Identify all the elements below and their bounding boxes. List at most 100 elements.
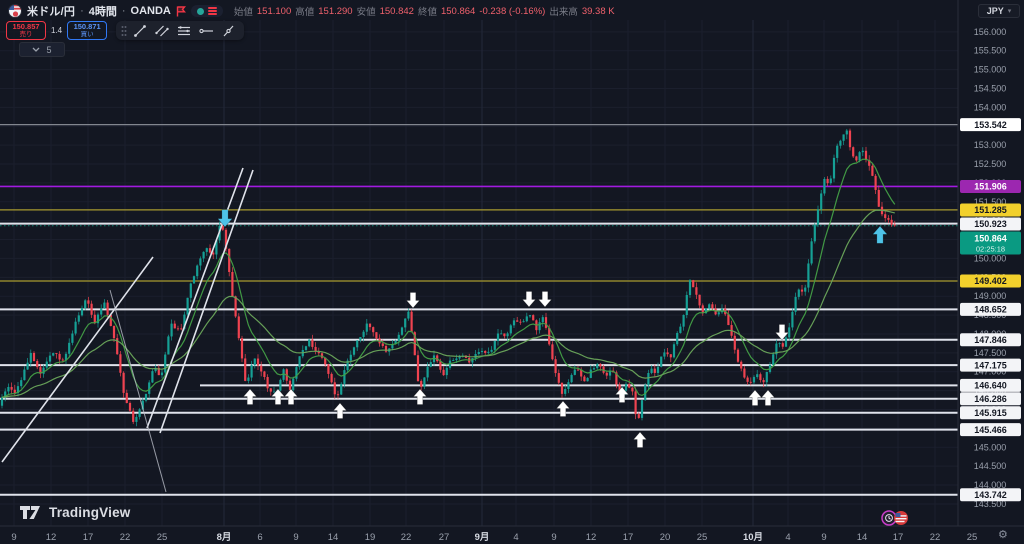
white-arrow-down[interactable] [537,291,553,308]
horizontal-level-lines[interactable] [0,124,958,496]
indicator-count: 5 [46,44,52,55]
white-arrow-down[interactable] [774,324,790,341]
timeframe-selector[interactable]: 4時間 [88,6,117,18]
trade-panel: 150.857 売り 1.4 150.871 買い [6,21,245,40]
drag-handle-icon[interactable] [120,24,128,38]
svg-text:148.652: 148.652 [974,305,1007,315]
svg-text:17: 17 [623,532,634,543]
svg-text:4: 4 [513,532,518,543]
white-arrow-down[interactable] [521,291,537,308]
indicators-collapse-chip[interactable]: 5 [19,42,65,57]
sell-button[interactable]: 150.857 売り [6,21,46,40]
svg-text:147.000: 147.000 [974,367,1007,377]
timezone-settings-gear-icon[interactable]: ⚙ [998,529,1008,541]
cyan-arrow-down[interactable] [217,209,233,228]
svg-text:20: 20 [660,532,671,543]
level-label-151.285[interactable]: 151.285 [960,203,1021,217]
economic-event-badges[interactable] [880,509,914,527]
svg-text:25: 25 [157,532,168,543]
svg-text:145.915: 145.915 [974,408,1007,418]
cross-line-tool-icon[interactable] [218,22,238,39]
symbol-pair-icon[interactable] [8,4,22,18]
flag-icon[interactable] [176,5,186,17]
svg-text:22: 22 [120,532,131,543]
svg-text:17: 17 [893,532,904,543]
svg-text:152.500: 152.500 [974,159,1007,169]
white-arrow-up[interactable] [412,388,428,405]
svg-text:9: 9 [551,532,556,543]
svg-text:155.000: 155.000 [974,65,1007,75]
svg-text:147.500: 147.500 [974,348,1007,358]
trend-line-3[interactable] [109,289,167,493]
tradingview-watermark[interactable]: TradingView [20,505,130,520]
horizontal-lines-tool-icon[interactable] [174,22,194,39]
white-arrow-up[interactable] [614,386,630,403]
chevron-down-icon [33,47,40,52]
tradingview-logo-icon [20,506,40,519]
level-label-145.466[interactable]: 145.466 [960,423,1021,437]
symbol-name[interactable]: 米ドル/円 [27,6,76,18]
level-label-147.175[interactable]: 147.175 [960,358,1021,372]
trend-line-2[interactable] [159,169,254,434]
level-label-149.402[interactable]: 149.402 [960,274,1021,288]
level-label-148.652[interactable]: 148.652 [960,302,1021,316]
level-label-147.846[interactable]: 147.846 [960,333,1021,347]
symbol-header: 米ドル/円 · 4時間 · OANDA 始値 151.100 高値 151.29… [8,3,615,19]
broker-dot-icon [196,7,204,15]
svg-text:02:25:18: 02:25:18 [976,245,1005,254]
svg-text:143.742: 143.742 [974,490,1007,500]
price-axis[interactable] [958,0,1024,544]
candles [0,128,896,427]
level-label-150.923[interactable]: 150.923 [960,217,1021,231]
arrow-markers[interactable] [217,209,888,448]
level-label-146.640[interactable]: 146.640 [960,378,1021,392]
svg-text:151.500: 151.500 [974,197,1007,207]
svg-text:17: 17 [83,532,94,543]
svg-text:150.864: 150.864 [974,234,1007,244]
svg-text:149.000: 149.000 [974,291,1007,301]
price-level-labels[interactable]: 153.542 151.906 151.285 150.923 149.402 148.6… [960,118,1021,502]
white-arrow-up[interactable] [760,389,776,406]
svg-text:9: 9 [11,532,16,543]
white-arrow-up[interactable] [632,431,648,448]
grid [0,20,973,526]
white-arrow-up[interactable] [270,388,286,405]
svg-text:156.000: 156.000 [974,27,1007,37]
parallel-channel-tool-icon[interactable] [152,22,172,39]
level-label-151.906[interactable]: 151.906 [960,179,1021,193]
level-label-145.915[interactable]: 145.915 [960,406,1021,420]
change-value: -0.238 (-0.16%) [479,5,546,17]
ma-fast-line[interactable] [1,158,896,398]
cyan-arrow-up[interactable] [872,225,888,244]
exchange-name[interactable]: OANDA [130,5,171,17]
level-label-143.742[interactable]: 143.742 [960,488,1021,502]
time-axis[interactable] [0,526,1024,544]
buy-button[interactable]: 150.871 買い [67,21,108,40]
svg-text:144.000: 144.000 [974,480,1007,490]
trend-line-tool-icon[interactable] [130,22,150,39]
chevron-down-icon: ▾ [1007,8,1012,15]
svg-text:154.000: 154.000 [974,102,1007,112]
white-arrow-up[interactable] [283,388,299,405]
svg-text:143.500: 143.500 [974,499,1007,509]
white-arrow-up[interactable] [332,402,348,419]
white-arrow-down[interactable] [405,292,421,309]
svg-text:9月: 9月 [475,532,490,543]
trend-line-0[interactable] [1,256,154,463]
horizontal-ray-tool-icon[interactable] [196,22,216,39]
level-label-146.286[interactable]: 146.286 [960,392,1021,406]
currency-selector[interactable]: JPY ▾ [978,4,1020,18]
broker-logo-pill [190,5,223,17]
svg-text:22: 22 [930,532,941,543]
white-arrow-up[interactable] [555,400,571,417]
level-label-153.542[interactable]: 153.542 [960,118,1021,132]
svg-text:25: 25 [697,532,708,543]
ma-slow-line[interactable] [1,209,895,398]
white-arrow-up[interactable] [747,389,763,406]
white-arrow-up[interactable] [242,388,258,405]
svg-text:147.846: 147.846 [974,335,1007,345]
